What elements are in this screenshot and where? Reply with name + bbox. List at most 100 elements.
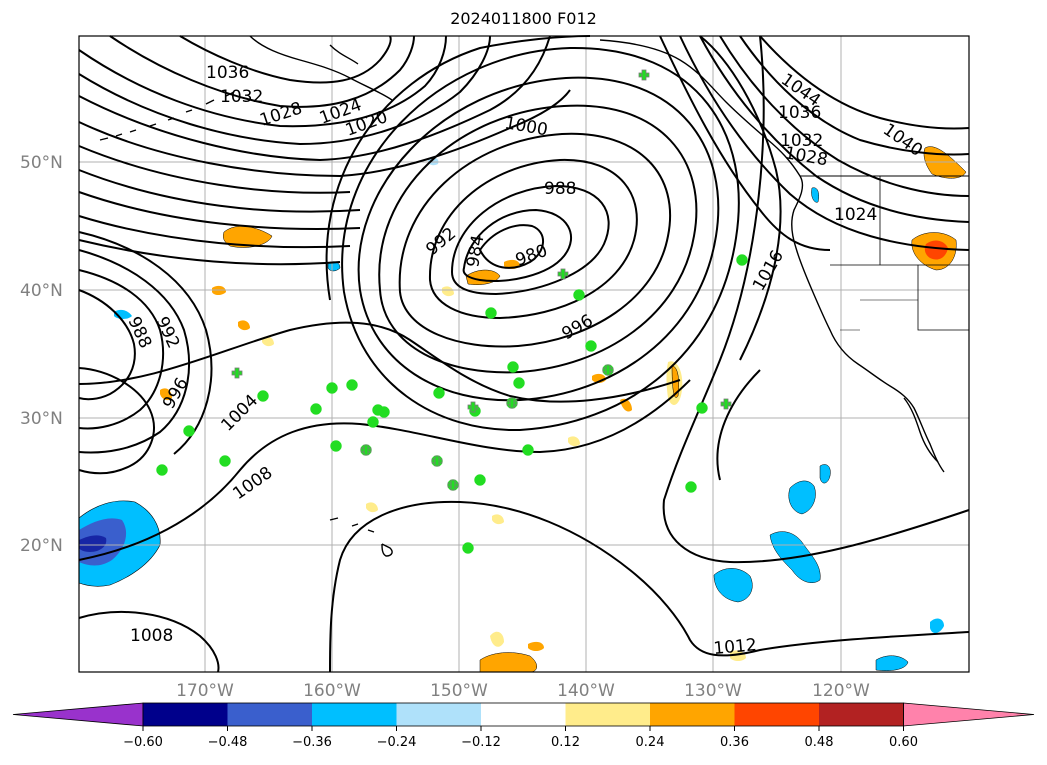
observation-point	[433, 387, 445, 399]
lat-label-20n: 20°N	[20, 536, 63, 556]
observation-point	[462, 542, 474, 554]
isobar-1032-ne	[699, 35, 970, 223]
isobar-1012-outer	[325, 35, 591, 301]
isobar-1040	[739, 35, 970, 156]
observation-point	[513, 377, 525, 389]
observation-cross	[360, 444, 372, 456]
positive-anomaly-patch	[238, 320, 250, 331]
positive-anomaly-patch	[568, 436, 580, 447]
isobar-label: 1024	[834, 205, 877, 225]
colorbar-tick-label: −0.60	[123, 735, 163, 750]
observation-point	[685, 481, 697, 493]
lon-label-150w: 150°W	[430, 681, 488, 701]
isobar-label: 1036	[206, 63, 249, 83]
colorbar-segment	[227, 703, 312, 726]
colorbar-segment	[650, 703, 735, 726]
observation-point	[696, 402, 708, 414]
isobar-label: 1008	[130, 626, 173, 646]
observation-cross	[602, 364, 614, 376]
negative-anomaly-patch	[819, 464, 831, 484]
observation-point	[485, 307, 497, 319]
observation-cross	[557, 268, 569, 280]
observation-cross	[431, 455, 443, 467]
colorbar-tick-label: −0.48	[208, 735, 248, 750]
isobar-1024-ne	[659, 35, 831, 251]
colorbar-segment	[819, 703, 904, 726]
observation-cross	[720, 398, 732, 410]
isobar-1004	[78, 321, 681, 403]
isobar-1024-north	[78, 35, 491, 146]
isobar-1008-south	[78, 611, 220, 673]
isobar-label: 1032	[220, 87, 263, 107]
isobar-1012-south	[329, 500, 970, 673]
isobar-upper-2	[78, 145, 351, 194]
isobar-low-1008	[341, 46, 740, 432]
isobar-west-988	[78, 289, 136, 401]
observation-point	[330, 440, 342, 452]
observation-cross	[231, 367, 243, 379]
colorbar-tick-label: 0.36	[720, 735, 749, 750]
lon-label-170w: 170°W	[176, 681, 234, 701]
lon-label-160w: 160°W	[303, 681, 361, 701]
isobar-upper-6	[78, 239, 341, 266]
isobar-upper-5	[78, 215, 351, 249]
isobar-1036-north	[179, 35, 392, 84]
isobar-upper-4	[78, 191, 361, 230]
observation-point	[257, 390, 269, 402]
positive-anomaly-patch	[262, 336, 274, 347]
lat-label-30n: 30°N	[20, 409, 63, 429]
positive-anomaly-patch	[528, 641, 544, 651]
latitude-labels: 50°N 40°N 30°N 20°N	[20, 153, 63, 556]
observation-point	[156, 464, 168, 476]
colorbar-tick-label: 0.24	[636, 735, 665, 750]
lat-label-50n: 50°N	[20, 153, 63, 173]
colorbar-outline	[142, 702, 904, 727]
negative-anomaly-patch	[875, 655, 909, 671]
colorbar-segment	[734, 703, 819, 726]
isobar-low-980	[478, 224, 544, 269]
isobar-low-1004	[357, 76, 720, 402]
isobar-west-lobe	[78, 269, 164, 430]
us-state-border	[830, 176, 969, 331]
observation-point	[522, 444, 534, 456]
observation-cross	[467, 401, 479, 413]
alaska-coastline	[249, 35, 393, 101]
colorbar-segment	[565, 703, 650, 726]
isobars-northeast	[659, 35, 970, 251]
colorbar-ticks: −0.60 −0.48 −0.36 −0.24 −0.12 0.12 0.24 0.36 0.4…	[123, 726, 918, 750]
colorbar-tick-label: −0.36	[292, 735, 332, 750]
observation-cross	[447, 479, 459, 491]
positive-anomaly-patch	[490, 631, 504, 647]
map-background	[79, 36, 969, 672]
colorbar-segment	[396, 703, 481, 726]
observation-cross	[638, 69, 650, 81]
observation-markers	[156, 69, 748, 554]
hawaii-islands	[329, 517, 393, 557]
observation-point	[474, 474, 486, 486]
isobar-west-996	[78, 231, 213, 455]
alaska-coastline-inner	[329, 44, 359, 65]
map-frame	[78, 35, 970, 673]
isobars	[78, 35, 970, 673]
positive-anomaly-patch	[442, 286, 454, 297]
isobar-low-988	[450, 184, 610, 296]
colorbar-segment	[143, 703, 228, 726]
observation-point	[219, 455, 231, 467]
colorbar-segment	[312, 703, 397, 726]
colorbar-segment	[481, 703, 566, 726]
colorbar-tick-label: −0.12	[461, 735, 501, 750]
positive-anomaly-patch	[492, 514, 504, 525]
colorbar-extend-max	[903, 702, 1035, 727]
us-state-border	[840, 299, 918, 331]
isobar-low-996	[398, 132, 672, 348]
observation-point	[507, 361, 519, 373]
longitude-labels: 170°W 160°W 150°W 140°W 130°W 120°W	[176, 681, 870, 701]
aleutian-islands	[99, 91, 235, 141]
isobar-1028-north	[78, 35, 447, 128]
isobar-upper-3	[78, 169, 361, 213]
observation-point	[183, 425, 195, 437]
negative-anomaly-patch	[788, 480, 816, 515]
isobar-label: 1032	[780, 131, 823, 151]
coastlines	[99, 35, 969, 557]
